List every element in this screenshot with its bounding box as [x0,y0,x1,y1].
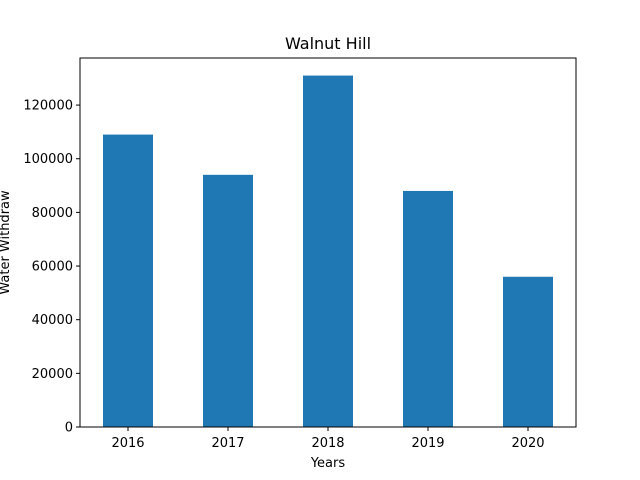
y-axis-label: Water Withdraw [0,190,13,295]
x-tick-label: 2019 [411,436,444,451]
y-tick-label: 20000 [32,367,73,382]
chart-title: Walnut Hill [285,34,371,53]
y-axis: 0 20000 40000 60000 80000 100000 120000 [23,99,80,436]
x-tick-label: 2016 [111,436,144,451]
x-tick-label: 2018 [311,436,344,451]
bar-2017 [203,174,253,427]
y-tick-label: 80000 [32,206,73,221]
bar-2016 [103,134,153,427]
y-tick-label: 120000 [23,99,73,114]
x-tick-label: 2017 [211,436,244,451]
x-tick-label: 2020 [511,436,544,451]
bar-2019 [403,190,453,427]
x-axis-label: Years [310,456,346,471]
x-axis: 2016 2017 2018 2019 2020 [111,427,545,451]
y-tick-label: 0 [65,421,73,436]
bar-2018 [303,75,353,428]
y-tick-label: 60000 [32,260,73,275]
bars-group [103,75,553,428]
bar-2020 [503,276,553,427]
y-tick-label: 40000 [32,313,73,328]
y-tick-label: 100000 [23,152,73,167]
